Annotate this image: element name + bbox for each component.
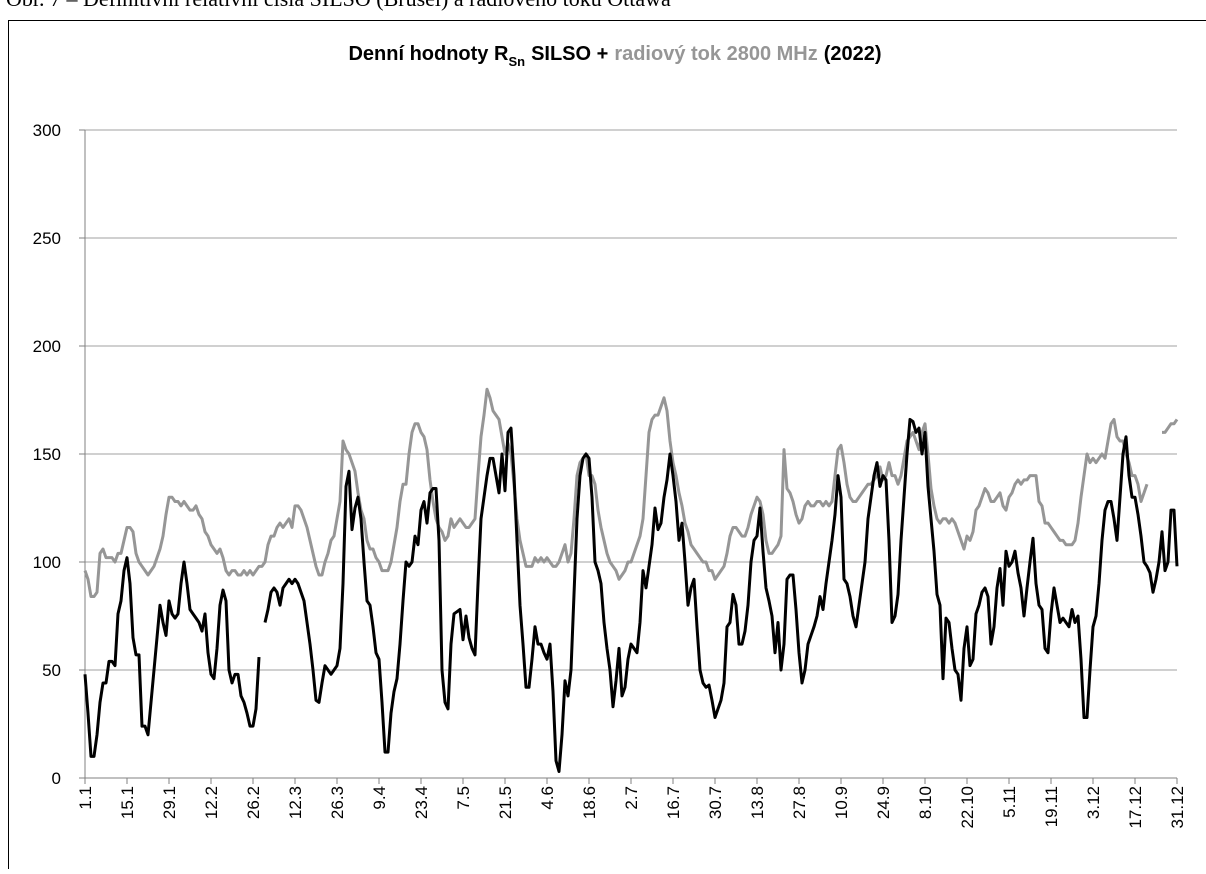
x-tick-label: 24.9 [874,786,893,819]
y-tick-label: 200 [33,337,61,356]
x-tick-label: 4.6 [538,786,557,810]
y-tick-label: 100 [33,553,61,572]
x-tick-label: 9.4 [370,786,389,810]
y-tick-label: 150 [33,445,61,464]
series-line [85,389,1177,596]
x-tick-label: 16.7 [664,786,683,819]
x-tick-label: 8.10 [916,786,935,819]
x-tick-label: 26.2 [244,786,263,819]
title-part: radiový tok 2800 MHz [614,43,817,65]
x-tick-label: 10.9 [832,786,851,819]
frame [9,21,1206,870]
y-tick-label: 300 [33,121,61,140]
x-tick-label: 17.12 [1126,786,1145,829]
x-tick-label: 23.4 [412,786,431,819]
x-tick-label: 27.8 [790,786,809,819]
y-tick-label: 250 [33,229,61,248]
x-tick-label: 18.6 [580,786,599,819]
x-tick-label: 19.11 [1042,786,1061,827]
x-tick-label: 13.8 [748,786,767,819]
chart-title: Denní hodnoty RSn SILSO + radiový tok 2800… [348,43,881,69]
x-tick-label: 7.5 [454,786,473,810]
title-part: Denní hodnoty R [348,43,509,65]
y-tick-label: 50 [42,661,61,680]
x-tick-label: 3.12 [1084,786,1103,819]
series-line [85,419,1177,771]
x-tick-label: 21.5 [496,786,515,819]
y-tick-label: 0 [52,769,61,788]
title-part: Sn [508,54,525,69]
x-tick-label: 1.1 [76,786,95,810]
x-tick-label: 2.7 [622,786,641,810]
caption: Obr. 7 – Definitivní relativní čísla SIL… [6,0,671,11]
x-tick-label: 31.12 [1168,786,1187,829]
x-tick-label: 22.10 [958,786,977,829]
x-tick-label: 12.3 [286,786,305,819]
x-tick-label: 26.3 [328,786,347,819]
x-tick-label: 15.1 [118,786,137,819]
x-tick-label: 5.11 [1000,786,1019,818]
x-tick-label: 29.1 [160,786,179,819]
title-part: SILSO + [531,43,608,65]
x-tick-label: 12.2 [202,786,221,819]
title-part: (2022) [824,43,882,65]
x-tick-label: 30.7 [706,786,725,819]
